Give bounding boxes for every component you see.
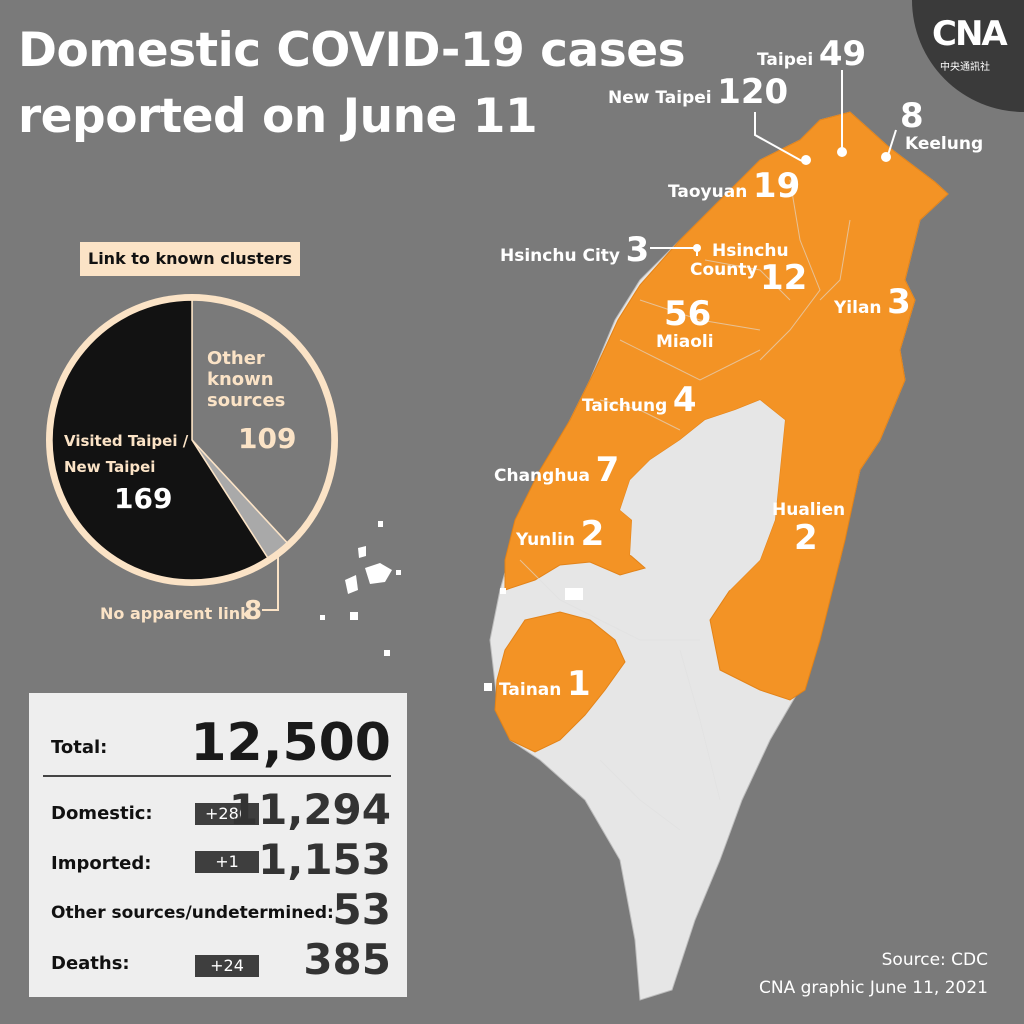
deaths-delta: +24 [195,955,259,977]
stats-domestic-row: Domestic: +286 11,294 [29,785,407,834]
label-new-taipei: New Taipei 120 [608,72,789,112]
other-value: 53 [332,885,391,934]
label-keelung-name: Keelung [905,134,984,154]
unaffected-nantou [620,400,785,600]
deaths-value: 385 [303,935,391,984]
label-yilan: Yilan 3 [834,282,911,322]
pie-nolink-leader [262,555,279,611]
pie-label-other: Other known sources [207,348,286,411]
cluster-tag: Link to known clusters [80,242,301,276]
pie-label-nolink: No apparent link [100,604,251,623]
stats-divider [43,775,391,777]
label-hualien-count: 2 [794,518,818,558]
tainan-region [494,611,626,753]
page-title: Domestic COVID-19 cases reported on June… [18,18,686,150]
title-line-1: Domestic COVID-19 cases [18,23,686,78]
label-miaoli-name: Miaoli [656,332,714,352]
label-hsinchu-county: Hsinchu County [690,241,789,280]
label-keelung-count: 8 [900,96,924,136]
domestic-delta: +286 [195,803,259,825]
pie-slice-0 [191,299,333,544]
imported-value: 1,153 [258,835,391,884]
label-hsinchu-county-count: 12 [760,258,808,298]
label-yunlin: Yunlin 2 [516,514,605,554]
stats-other-row: Other sources/undetermined: 53 [29,885,407,934]
pie-slice-2 [51,299,269,581]
label-taipei: Taipei 49 [757,34,867,74]
stats-imported-row: Imported: +1 1,153 [29,835,407,884]
other-label: Other sources/undetermined: [51,903,334,923]
title-line-2: reported on June 11 [18,89,538,144]
label-changhua: Changhua 7 [494,450,620,490]
total-value: 12,500 [190,713,391,773]
logo-mark: CNA [932,14,1008,54]
label-hsinchu-city: Hsinchu City 3 [500,230,650,270]
stats-deaths-row: Deaths: +24 385 [29,935,407,984]
label-taichung: Taichung 4 [582,380,697,420]
pie-value-nolink: 8 [244,596,263,626]
imported-delta: +1 [195,851,259,873]
label-miaoli-count: 56 [664,294,712,334]
imported-label: Imported: [51,853,152,874]
stats-panel: Total: 12,500 Domestic: +286 11,294 Impo… [29,693,407,997]
logo-subtitle: 中央通訊社 [940,62,990,73]
pie-value-other: 109 [238,422,297,455]
source-note: Source: CDC CNA graphic June 11, 2021 [759,950,988,998]
stats-total-row: Total: 12,500 [29,713,407,773]
deaths-label: Deaths: [51,953,130,974]
total-label: Total: [51,737,108,758]
label-tainan: Tainan 1 [499,664,591,704]
domestic-label: Domestic: [51,803,153,824]
pie-label-visited: Visited Taipei / New Taipei [64,432,189,476]
domestic-value: 11,294 [228,785,391,834]
outlying-islands [320,521,583,691]
pie-value-visited: 169 [114,482,173,515]
label-taoyuan: Taoyuan 19 [668,166,801,206]
label-hualien-name: Hualien [772,500,846,520]
